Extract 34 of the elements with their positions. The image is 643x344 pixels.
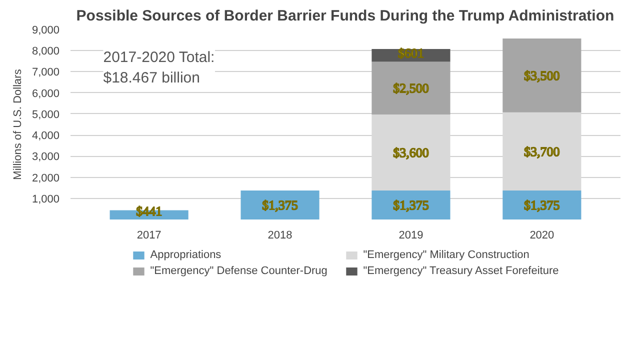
y-tick-label: 8,000: [32, 46, 60, 58]
data-label: $1,375: [524, 197, 560, 212]
x-tick-label: 2020: [530, 230, 554, 242]
y-tick-label: 4,000: [32, 130, 60, 142]
bar: [372, 190, 450, 220]
bar: [372, 114, 450, 190]
data-label: $3,500: [524, 68, 560, 83]
y-tick-label: 9,000: [32, 24, 60, 36]
y-axis-title: Millions of U.S. Dollars: [12, 68, 24, 180]
legend-label: "Emergency" Military Construction: [363, 249, 530, 261]
data-label: $601: [398, 46, 424, 61]
bar: [240, 190, 320, 220]
data-label: $2,500: [393, 80, 429, 96]
data-label: $3,700: [524, 144, 560, 159]
legend-label: Appropriations: [150, 249, 222, 261]
data-label: $1,375: [393, 197, 429, 212]
data-label: $1,375: [262, 197, 298, 212]
legend-label: "Emergency" Defense Counter-Drug: [150, 265, 328, 277]
bar: [502, 38, 582, 112]
annotation: 2017-2020 Total: $18.467 billion: [103, 49, 215, 86]
chart-title: Possible Sources of Border Barrier Funds During the Trump Administration: [76, 8, 614, 24]
bar: [372, 62, 450, 114]
y-tick-label: 7,000: [32, 66, 60, 79]
x-tick-label: 2019: [398, 230, 424, 242]
y-tick-label: 5,000: [32, 108, 60, 121]
y-tick-label: 1,000: [32, 193, 60, 206]
y-tick-label: 3,000: [32, 151, 60, 164]
legend-label: "Emergency" Treasury Asset Forefeiture: [363, 265, 559, 277]
y-tick-label: 6,000: [32, 88, 60, 100]
y-tick-label: 2,000: [32, 172, 60, 184]
data-label: $3,600: [393, 144, 429, 160]
x-tick-label: 2017: [136, 230, 162, 242]
x-tick-label: 2018: [268, 230, 292, 242]
bar: [502, 112, 582, 190]
